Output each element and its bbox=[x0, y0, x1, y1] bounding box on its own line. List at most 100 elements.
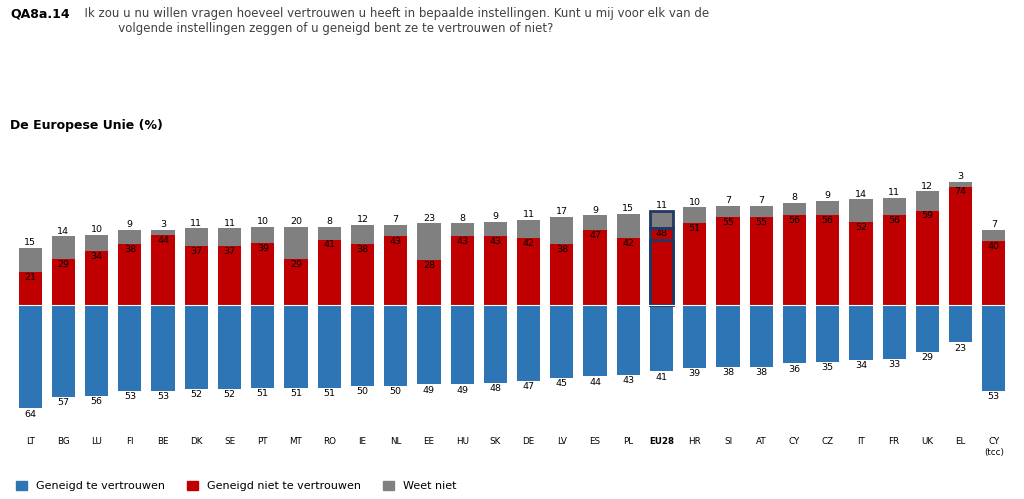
Bar bbox=[782, 203, 806, 216]
Bar bbox=[782, 216, 806, 305]
Text: 35: 35 bbox=[821, 363, 834, 372]
Text: 9: 9 bbox=[824, 191, 830, 200]
Bar bbox=[550, 305, 573, 378]
Bar bbox=[184, 246, 208, 305]
Text: 29: 29 bbox=[922, 353, 933, 362]
Bar bbox=[550, 245, 573, 305]
Bar bbox=[152, 235, 175, 305]
Text: 52: 52 bbox=[190, 390, 203, 399]
Text: 15: 15 bbox=[623, 204, 634, 213]
Bar bbox=[584, 305, 606, 376]
Text: 45: 45 bbox=[556, 379, 568, 388]
Bar bbox=[18, 272, 42, 305]
Bar bbox=[584, 216, 606, 230]
Text: 11: 11 bbox=[522, 211, 535, 220]
Text: NL: NL bbox=[390, 437, 401, 446]
Text: 7: 7 bbox=[758, 196, 764, 205]
Bar bbox=[451, 237, 474, 305]
Bar bbox=[218, 229, 242, 246]
Text: 51: 51 bbox=[290, 389, 302, 398]
Text: 55: 55 bbox=[722, 218, 734, 227]
Text: 34: 34 bbox=[90, 251, 102, 260]
Text: BE: BE bbox=[158, 437, 169, 446]
Bar bbox=[285, 227, 307, 259]
Bar bbox=[351, 305, 374, 386]
Text: EU28: EU28 bbox=[649, 437, 674, 446]
Text: 37: 37 bbox=[190, 247, 203, 256]
Text: 56: 56 bbox=[888, 216, 900, 225]
Bar bbox=[750, 206, 773, 217]
Bar bbox=[550, 217, 573, 245]
Text: 15: 15 bbox=[25, 238, 36, 247]
Bar bbox=[849, 222, 872, 305]
Bar bbox=[152, 230, 175, 235]
Bar bbox=[184, 305, 208, 389]
Bar bbox=[85, 251, 109, 305]
Text: 28: 28 bbox=[423, 261, 435, 270]
Text: SI: SI bbox=[724, 437, 732, 446]
Text: ES: ES bbox=[590, 437, 601, 446]
Text: 11: 11 bbox=[655, 201, 668, 210]
Bar bbox=[849, 305, 872, 360]
Bar bbox=[683, 224, 707, 305]
Bar bbox=[451, 305, 474, 384]
Text: 43: 43 bbox=[489, 237, 502, 246]
Text: HR: HR bbox=[688, 437, 701, 446]
Text: 53: 53 bbox=[988, 392, 999, 401]
Text: 29: 29 bbox=[57, 259, 70, 268]
Text: 41: 41 bbox=[655, 373, 668, 382]
Text: 52: 52 bbox=[855, 223, 867, 232]
Text: 42: 42 bbox=[522, 239, 535, 248]
Text: 47: 47 bbox=[589, 231, 601, 240]
Bar bbox=[483, 305, 507, 383]
Text: PT: PT bbox=[257, 437, 268, 446]
Text: DK: DK bbox=[190, 437, 203, 446]
Text: DE: DE bbox=[522, 437, 535, 446]
Text: 55: 55 bbox=[756, 218, 767, 227]
Text: 43: 43 bbox=[623, 376, 634, 385]
Text: CY: CY bbox=[788, 437, 800, 446]
Bar bbox=[52, 259, 75, 305]
Bar bbox=[418, 260, 440, 305]
Bar bbox=[285, 305, 307, 388]
Text: LV: LV bbox=[557, 437, 566, 446]
Text: LT: LT bbox=[26, 437, 35, 446]
Text: 7: 7 bbox=[725, 196, 731, 205]
Bar bbox=[616, 305, 640, 375]
Text: 44: 44 bbox=[157, 236, 169, 245]
Bar bbox=[883, 305, 906, 359]
Bar bbox=[317, 305, 341, 388]
Text: 11: 11 bbox=[190, 219, 203, 228]
Legend: Geneigd te vertrouwen, Geneigd niet te vertrouwen, Weet niet: Geneigd te vertrouwen, Geneigd niet te v… bbox=[15, 481, 457, 491]
Text: QA8a.14: QA8a.14 bbox=[10, 7, 70, 20]
Text: 53: 53 bbox=[157, 392, 169, 401]
Text: 9: 9 bbox=[127, 220, 133, 229]
Text: 38: 38 bbox=[556, 245, 568, 254]
Text: 23: 23 bbox=[954, 344, 967, 353]
Text: 17: 17 bbox=[556, 207, 568, 216]
Text: 48: 48 bbox=[489, 384, 502, 393]
Text: 10: 10 bbox=[257, 217, 268, 226]
Text: RO: RO bbox=[323, 437, 336, 446]
Text: 39: 39 bbox=[689, 369, 700, 379]
Bar bbox=[750, 305, 773, 367]
Text: 43: 43 bbox=[390, 237, 401, 246]
Text: 48: 48 bbox=[655, 229, 668, 238]
Text: EL: EL bbox=[955, 437, 966, 446]
Bar bbox=[683, 305, 707, 368]
Text: UK: UK bbox=[922, 437, 934, 446]
Bar bbox=[85, 305, 109, 396]
Bar bbox=[483, 222, 507, 237]
Text: FI: FI bbox=[126, 437, 133, 446]
Text: 50: 50 bbox=[390, 387, 401, 396]
Text: 9: 9 bbox=[592, 206, 598, 215]
Bar bbox=[118, 245, 141, 305]
Text: 14: 14 bbox=[57, 227, 70, 236]
Bar bbox=[616, 238, 640, 305]
Bar bbox=[650, 229, 673, 305]
Bar bbox=[816, 201, 840, 216]
Text: 3: 3 bbox=[957, 172, 964, 181]
Bar bbox=[351, 245, 374, 305]
Bar bbox=[251, 305, 274, 388]
Text: 36: 36 bbox=[788, 365, 801, 374]
